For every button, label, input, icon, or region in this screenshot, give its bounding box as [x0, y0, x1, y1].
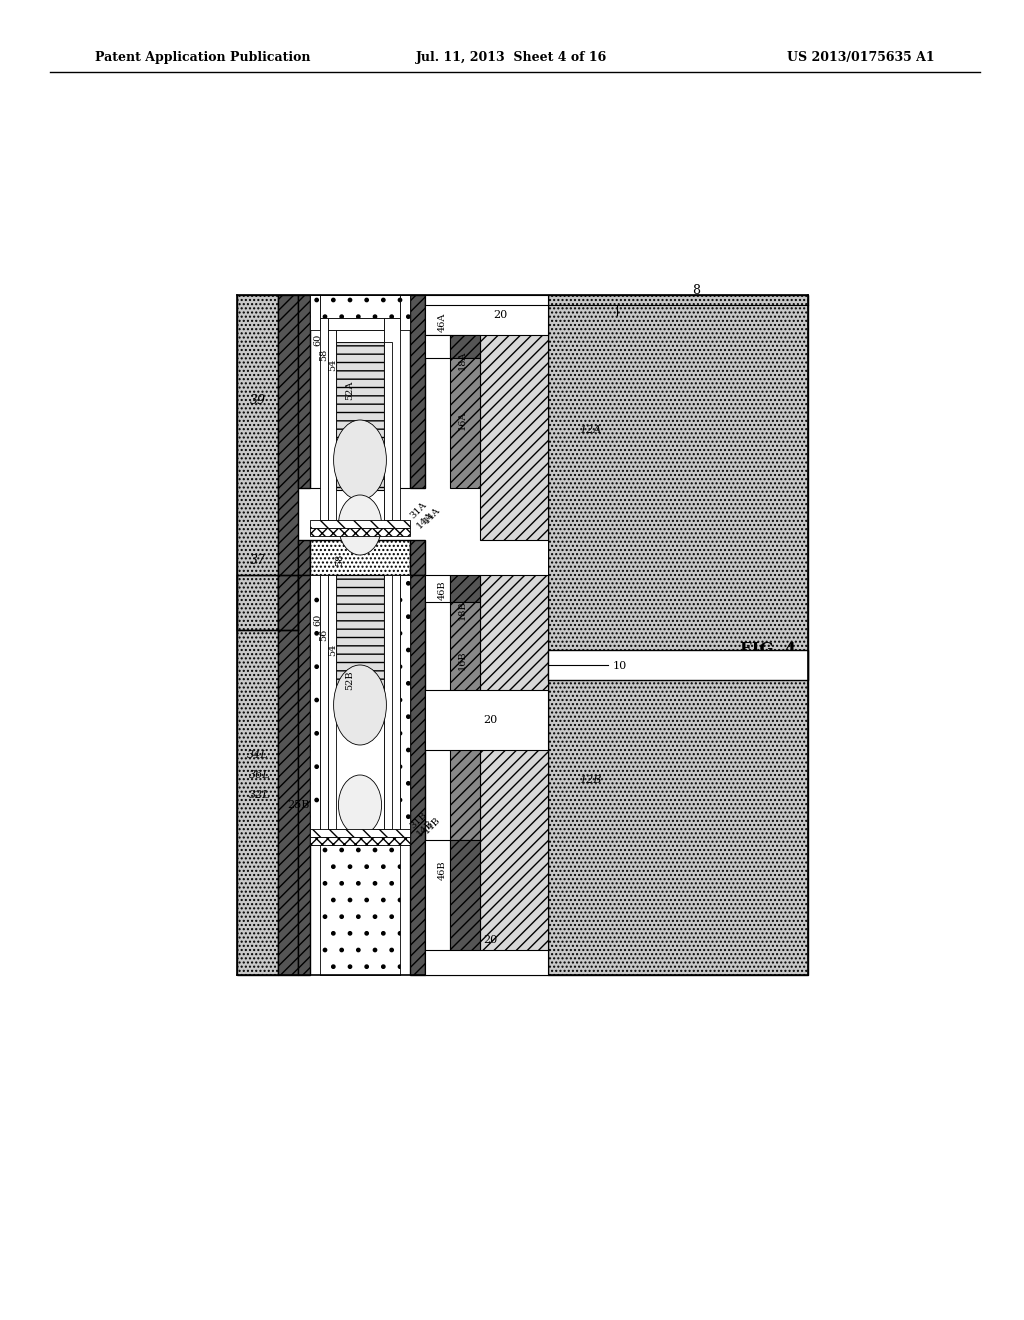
- Text: 20: 20: [483, 715, 497, 725]
- Text: 58: 58: [319, 348, 329, 362]
- Text: 18A: 18A: [458, 350, 467, 370]
- Bar: [319, 576, 328, 837]
- Bar: [310, 528, 410, 536]
- Text: 18B: 18B: [458, 601, 467, 620]
- Text: 52A: 52A: [345, 380, 354, 400]
- Text: 12B: 12B: [579, 775, 601, 785]
- Bar: [310, 576, 410, 975]
- Text: 32L: 32L: [249, 789, 270, 800]
- Text: 31B: 31B: [408, 810, 428, 830]
- Text: 8: 8: [692, 284, 700, 297]
- Text: 46A: 46A: [437, 313, 446, 331]
- Bar: [328, 837, 384, 845]
- Text: Jul. 11, 2013  Sheet 4 of 16: Jul. 11, 2013 Sheet 4 of 16: [417, 51, 607, 65]
- Text: 31A: 31A: [408, 500, 428, 520]
- Bar: [298, 540, 310, 576]
- Bar: [336, 829, 384, 837]
- Bar: [450, 602, 480, 735]
- Bar: [278, 576, 298, 630]
- Text: 39: 39: [250, 393, 266, 407]
- Ellipse shape: [338, 775, 382, 836]
- Text: 25B: 25B: [288, 800, 310, 810]
- Bar: [410, 576, 425, 975]
- Bar: [237, 576, 278, 630]
- Bar: [480, 294, 548, 540]
- Text: Patent Application Publication: Patent Application Publication: [95, 51, 310, 65]
- Bar: [384, 576, 400, 837]
- Bar: [328, 576, 336, 829]
- Bar: [384, 342, 392, 520]
- Bar: [237, 294, 278, 975]
- Bar: [450, 735, 480, 840]
- Text: 14B: 14B: [422, 814, 442, 836]
- Text: 34L: 34L: [247, 750, 269, 760]
- Text: 14B: 14B: [415, 818, 435, 838]
- Bar: [384, 318, 400, 520]
- Bar: [319, 318, 328, 520]
- Bar: [298, 576, 310, 975]
- Bar: [400, 294, 410, 330]
- Bar: [410, 294, 425, 488]
- Text: 60: 60: [313, 614, 323, 626]
- Bar: [450, 840, 480, 975]
- Bar: [310, 540, 410, 576]
- Text: 52B: 52B: [345, 671, 354, 690]
- Text: 20: 20: [483, 935, 497, 945]
- Bar: [548, 649, 808, 680]
- Text: 36L: 36L: [249, 770, 270, 780]
- Bar: [450, 335, 480, 358]
- Text: 12A: 12A: [579, 425, 601, 436]
- Bar: [425, 294, 548, 335]
- Bar: [480, 576, 548, 975]
- Bar: [450, 358, 480, 488]
- Bar: [336, 330, 384, 342]
- Ellipse shape: [334, 665, 386, 744]
- Bar: [336, 342, 384, 490]
- Bar: [384, 576, 392, 829]
- Text: 46B: 46B: [437, 581, 446, 599]
- Bar: [336, 576, 384, 696]
- Bar: [328, 330, 336, 520]
- Bar: [425, 950, 548, 975]
- Bar: [425, 335, 450, 358]
- Bar: [328, 318, 384, 330]
- Bar: [310, 829, 410, 837]
- Bar: [425, 840, 450, 975]
- Bar: [298, 294, 548, 975]
- Text: 54: 54: [329, 644, 338, 656]
- Text: 20: 20: [493, 310, 507, 319]
- Bar: [319, 837, 400, 975]
- Text: 60: 60: [313, 334, 323, 346]
- Bar: [310, 837, 410, 845]
- Text: US 2013/0175635 A1: US 2013/0175635 A1: [787, 51, 935, 65]
- Bar: [278, 294, 298, 975]
- Bar: [310, 576, 319, 845]
- Ellipse shape: [338, 495, 382, 554]
- Text: 46B: 46B: [437, 861, 446, 880]
- Bar: [548, 294, 808, 975]
- Text: 14A: 14A: [422, 506, 442, 525]
- Ellipse shape: [334, 420, 386, 500]
- Bar: [298, 294, 310, 488]
- Bar: [410, 540, 425, 576]
- Bar: [425, 690, 548, 750]
- Bar: [400, 576, 410, 845]
- Bar: [425, 576, 450, 602]
- Bar: [310, 294, 319, 330]
- Text: 14A: 14A: [415, 510, 435, 531]
- Text: 10: 10: [613, 661, 627, 671]
- Bar: [450, 576, 480, 602]
- Bar: [319, 294, 400, 318]
- Text: 16A: 16A: [458, 411, 467, 430]
- Text: 58: 58: [336, 554, 344, 566]
- Text: 37: 37: [250, 553, 266, 566]
- Text: 56: 56: [319, 628, 329, 642]
- Bar: [310, 294, 410, 488]
- Text: FIG. 4: FIG. 4: [740, 642, 797, 659]
- Text: 16B: 16B: [458, 651, 467, 669]
- Bar: [310, 520, 410, 528]
- Text: 54: 54: [329, 359, 338, 371]
